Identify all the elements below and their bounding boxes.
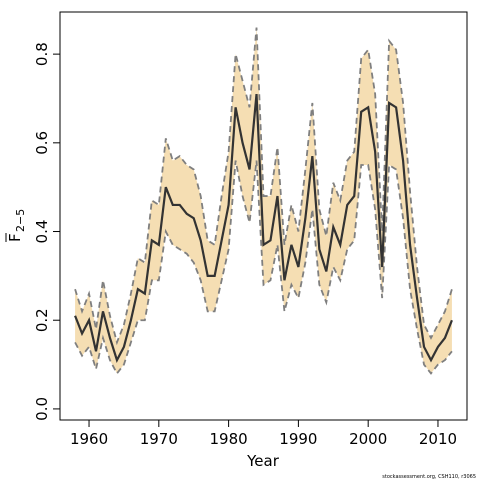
x-tick-label: 2010 bbox=[419, 430, 457, 448]
plot-frame bbox=[59, 11, 468, 421]
y-axis-label-sub: 2−5 bbox=[14, 209, 27, 232]
estimate-line bbox=[74, 93, 453, 363]
y-tick-label: 0.2 bbox=[33, 308, 51, 332]
x-tick-label: 1960 bbox=[70, 430, 108, 448]
y-tick-label: 0.8 bbox=[33, 42, 51, 66]
x-tick-label: 1990 bbox=[279, 430, 317, 448]
y-tick-label: 0.4 bbox=[33, 220, 51, 244]
footnote: stockassessment.org, CSH110, r3065 bbox=[382, 474, 476, 480]
confidence-band bbox=[75, 27, 452, 374]
x-tick-label: 1970 bbox=[140, 430, 178, 448]
upper-bound bbox=[74, 27, 453, 346]
lower-bound bbox=[74, 160, 453, 376]
x-tick-label: 1980 bbox=[210, 430, 248, 448]
y-axis-label: F 2−5 bbox=[5, 209, 27, 242]
y-tick-label: 0.6 bbox=[33, 131, 51, 155]
x-axis-label: Year bbox=[246, 452, 280, 470]
x-tick-label: 2000 bbox=[349, 430, 387, 448]
y-tick-label: 0.0 bbox=[33, 397, 51, 421]
y-axis-label-main: F bbox=[6, 233, 24, 242]
